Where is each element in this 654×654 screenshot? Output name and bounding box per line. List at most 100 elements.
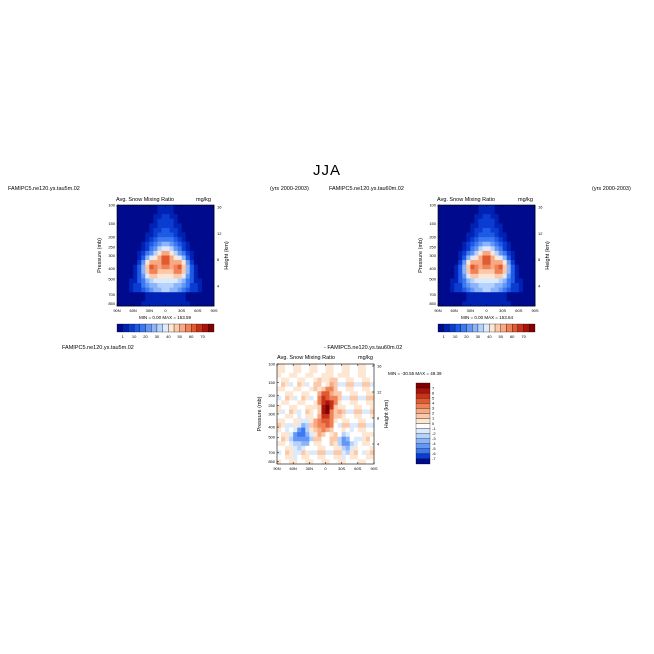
heatmap-cell	[309, 418, 314, 424]
heatmap-cell	[289, 418, 294, 424]
heatmap-cell	[197, 218, 203, 224]
heatmap-cell	[169, 237, 174, 243]
heatmap-cell	[333, 441, 339, 447]
heatmap-cell	[345, 427, 351, 433]
heatmap-cell	[345, 459, 351, 465]
heatmap-cell	[289, 450, 294, 456]
heatmap-cell	[177, 214, 183, 220]
heatmap-cell	[177, 241, 183, 247]
heatmap-cell	[498, 232, 504, 238]
y-right-axis-label: Height (km)	[384, 400, 390, 429]
heatmap-cell	[145, 250, 150, 256]
heatmap-cell	[145, 255, 150, 261]
heatmap-cell	[514, 278, 520, 284]
heatmap-cell	[185, 232, 191, 238]
heatmap-cell	[454, 296, 459, 302]
heatmap-cell	[145, 209, 150, 215]
heatmap-cell	[486, 287, 491, 293]
heatmap-cell	[498, 283, 504, 289]
heatmap-cell	[137, 250, 142, 256]
heatmap-cell	[474, 264, 479, 270]
heatmap-cell	[526, 232, 532, 238]
heatmap-cell	[201, 287, 207, 293]
heatmap-cell	[510, 278, 516, 284]
heatmap-cell	[466, 241, 471, 247]
heatmap-cell	[502, 232, 508, 238]
heatmap-cell	[321, 377, 326, 383]
heatmap-cell	[514, 287, 520, 293]
colorbar-swatch	[415, 443, 431, 449]
x-tick-label: 90N	[273, 466, 280, 471]
heatmap-cell	[321, 441, 326, 447]
heatmap-cell	[345, 364, 351, 369]
heatmap-cell	[133, 287, 138, 293]
heatmap-cell	[369, 386, 375, 392]
heatmap-cell	[325, 432, 330, 438]
heatmap-cell	[205, 232, 211, 238]
heatmap-cell	[345, 436, 351, 442]
heatmap-cell	[530, 287, 536, 293]
y-tick-label: 100	[268, 362, 275, 367]
heatmap-cell	[526, 269, 532, 275]
y-tick-label: 500	[268, 435, 275, 440]
heatmap-cell	[450, 287, 455, 293]
heatmap-cell	[337, 418, 343, 424]
heatmap-cell	[141, 255, 146, 261]
heatmap-cell	[482, 278, 487, 284]
heatmap-cell	[313, 436, 318, 442]
heatmap-cell	[161, 209, 166, 215]
heatmap-cell	[462, 292, 467, 298]
heatmap-cell	[137, 218, 142, 224]
heatmap-cell	[285, 391, 290, 397]
heatmap-cell	[177, 255, 183, 261]
heatmap-cell	[181, 287, 187, 293]
heatmap-cell	[329, 427, 334, 433]
heatmap-cell	[486, 223, 491, 229]
heatmap-cell	[510, 255, 516, 261]
heatmap-cell	[482, 269, 487, 275]
panel3-title: Avg. Snow Mixing Ratio	[277, 355, 335, 361]
heatmap-cell	[454, 241, 459, 247]
heatmap-cell	[478, 218, 483, 224]
heatmap-cell	[442, 209, 447, 215]
heatmap-cell	[185, 250, 191, 256]
heatmap-cell	[353, 404, 359, 410]
heatmap-cell	[121, 287, 126, 293]
heatmap-cell	[149, 241, 154, 247]
heatmap-cell	[301, 427, 306, 433]
heatmap-cell	[474, 232, 479, 238]
heatmap-cell	[450, 301, 455, 307]
heatmap-cell	[462, 250, 467, 256]
heatmap-cell	[470, 223, 475, 229]
heatmap-cell	[349, 391, 355, 397]
heatmap-cell	[305, 459, 310, 465]
heatmap-cell	[301, 423, 306, 429]
heatmap-cell	[498, 301, 504, 307]
heatmap-cell	[502, 283, 508, 289]
heatmap-cell	[514, 273, 520, 279]
heatmap-cell	[357, 450, 363, 456]
heatmap-cell	[337, 395, 343, 401]
heatmap-cell	[458, 214, 463, 220]
heatmap-cell	[289, 364, 294, 369]
heatmap-cell	[169, 292, 174, 298]
heatmap-cell	[153, 255, 158, 261]
heatmap-cell	[297, 391, 302, 397]
heatmap-cell	[349, 459, 355, 465]
heatmap-cell	[313, 450, 318, 456]
heatmap-cell	[486, 246, 491, 252]
heatmap-cell	[285, 450, 290, 456]
heatmap-cell	[309, 386, 314, 392]
heatmap-cell	[173, 209, 179, 215]
heatmap-cell	[117, 255, 122, 261]
heatmap-cell	[149, 205, 154, 210]
y-right-tick-label: 4	[217, 283, 220, 288]
heatmap-cell	[125, 269, 130, 275]
heatmap-cell	[458, 278, 463, 284]
heatmap-cell	[349, 418, 355, 424]
heatmap-cell	[277, 454, 282, 460]
heatmap-cell	[177, 278, 183, 284]
heatmap-cell	[470, 287, 475, 293]
heatmap-cell	[281, 400, 286, 406]
heatmap-cell	[486, 264, 491, 270]
